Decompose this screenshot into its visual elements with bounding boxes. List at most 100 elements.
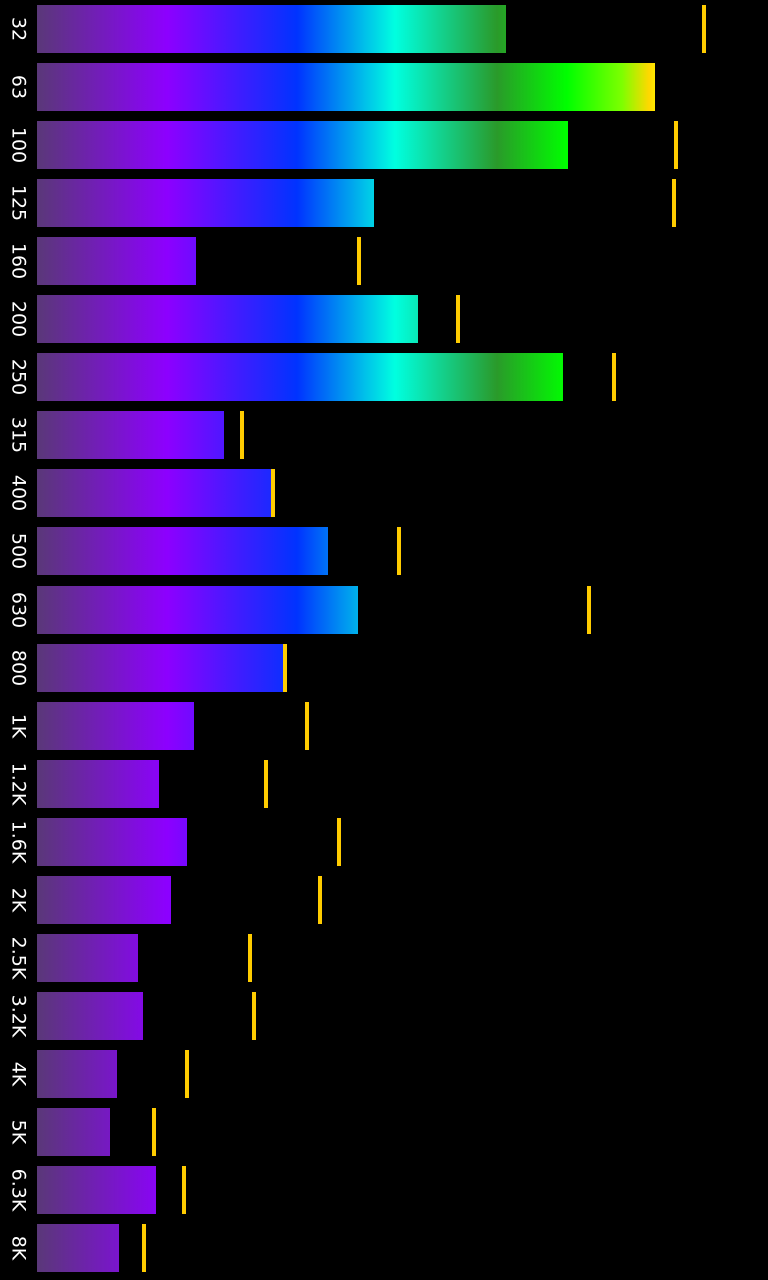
band-peak-marker xyxy=(283,644,287,692)
band-peak-marker xyxy=(264,760,268,808)
band-frequency-text: 800 xyxy=(7,649,30,687)
band-peak-marker xyxy=(185,1050,189,1098)
band-frequency-label: 4K xyxy=(0,1050,36,1098)
band-level-bar xyxy=(37,818,187,866)
band-frequency-text: 315 xyxy=(7,416,30,454)
band-level-bar xyxy=(37,353,563,401)
band-level-bar xyxy=(37,586,358,634)
band-row: 5K xyxy=(0,1108,768,1156)
band-peak-marker xyxy=(674,121,678,169)
band-row: 2.5K xyxy=(0,934,768,982)
band-bar-track xyxy=(37,1166,737,1214)
band-level-bar xyxy=(37,760,159,808)
band-peak-marker xyxy=(252,992,256,1040)
band-frequency-text: 1K xyxy=(7,713,30,739)
band-row: 160 xyxy=(0,237,768,285)
band-peak-marker xyxy=(587,586,591,634)
band-row: 6.3K xyxy=(0,1166,768,1214)
band-frequency-text: 250 xyxy=(7,358,30,396)
band-frequency-text: 1.6K xyxy=(7,820,30,864)
band-frequency-text: 200 xyxy=(7,300,30,338)
band-frequency-label: 5K xyxy=(0,1108,36,1156)
band-bar-track xyxy=(37,934,737,982)
band-bar-track xyxy=(37,5,737,53)
band-frequency-label: 125 xyxy=(0,179,36,227)
band-level-bar xyxy=(37,237,196,285)
band-frequency-label: 630 xyxy=(0,586,36,634)
band-peak-marker xyxy=(240,411,244,459)
band-bar-track xyxy=(37,295,737,343)
band-frequency-text: 63 xyxy=(7,74,30,100)
band-row: 2K xyxy=(0,876,768,924)
band-bar-track xyxy=(37,469,737,517)
band-frequency-text: 400 xyxy=(7,474,30,512)
band-peak-marker xyxy=(305,702,309,750)
band-frequency-label: 2.5K xyxy=(0,934,36,982)
band-level-bar xyxy=(37,1224,119,1272)
band-peak-marker xyxy=(612,353,616,401)
band-frequency-label: 100 xyxy=(0,121,36,169)
band-level-bar xyxy=(37,469,273,517)
band-row: 200 xyxy=(0,295,768,343)
band-peak-marker xyxy=(182,1166,186,1214)
band-level-bar xyxy=(37,63,655,111)
band-bar-track xyxy=(37,411,737,459)
band-level-bar xyxy=(37,179,374,227)
band-frequency-label: 3.2K xyxy=(0,992,36,1040)
band-bar-track xyxy=(37,992,737,1040)
band-frequency-text: 5K xyxy=(7,1119,30,1145)
band-frequency-label: 200 xyxy=(0,295,36,343)
band-row: 315 xyxy=(0,411,768,459)
band-bar-track xyxy=(37,1050,737,1098)
band-frequency-label: 500 xyxy=(0,527,36,575)
band-peak-marker xyxy=(456,295,460,343)
band-peak-marker xyxy=(357,237,361,285)
band-bar-track xyxy=(37,1108,737,1156)
band-peak-marker xyxy=(271,469,275,517)
band-level-bar xyxy=(37,295,418,343)
band-level-bar xyxy=(37,1108,110,1156)
band-level-bar xyxy=(37,121,568,169)
band-peak-marker xyxy=(318,876,322,924)
band-bar-track xyxy=(37,237,737,285)
band-peak-marker xyxy=(702,5,706,53)
band-row: 32 xyxy=(0,5,768,53)
band-frequency-text: 6.3K xyxy=(7,1168,30,1212)
band-bar-track xyxy=(37,121,737,169)
band-bar-track xyxy=(37,527,737,575)
band-frequency-text: 3.2K xyxy=(7,994,30,1038)
band-peak-marker xyxy=(397,527,401,575)
band-bar-track xyxy=(37,63,737,111)
band-row: 250 xyxy=(0,353,768,401)
band-level-bar xyxy=(37,5,506,53)
band-frequency-text: 100 xyxy=(7,126,30,164)
band-frequency-label: 1.2K xyxy=(0,760,36,808)
band-row: 1K xyxy=(0,702,768,750)
band-peak-marker xyxy=(142,1224,146,1272)
band-level-bar xyxy=(37,644,285,692)
band-level-bar xyxy=(37,702,194,750)
band-frequency-text: 2K xyxy=(7,887,30,913)
band-bar-track xyxy=(37,760,737,808)
band-frequency-label: 63 xyxy=(0,63,36,111)
band-frequency-label: 315 xyxy=(0,411,36,459)
band-row: 800 xyxy=(0,644,768,692)
band-row: 1.2K xyxy=(0,760,768,808)
band-peak-marker xyxy=(672,179,676,227)
band-bar-track xyxy=(37,353,737,401)
band-bar-track xyxy=(37,179,737,227)
band-peak-marker xyxy=(248,934,252,982)
band-bar-track xyxy=(37,818,737,866)
band-frequency-text: 1.2K xyxy=(7,762,30,806)
band-row: 400 xyxy=(0,469,768,517)
band-row: 63 xyxy=(0,63,768,111)
band-frequency-text: 500 xyxy=(7,532,30,570)
band-frequency-label: 400 xyxy=(0,469,36,517)
band-frequency-text: 32 xyxy=(7,16,30,42)
band-bar-track xyxy=(37,644,737,692)
band-peak-marker xyxy=(152,1108,156,1156)
band-row: 630 xyxy=(0,586,768,634)
band-peak-marker xyxy=(337,818,341,866)
band-frequency-text: 2.5K xyxy=(7,936,30,980)
